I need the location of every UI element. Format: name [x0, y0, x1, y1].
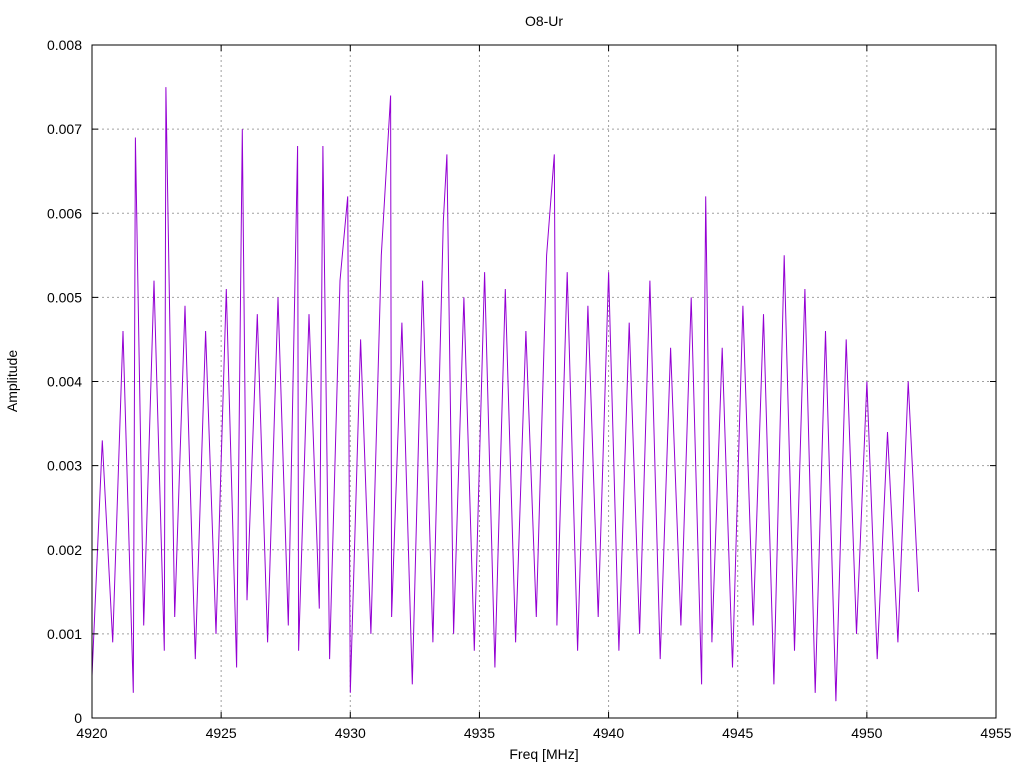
x-tick-label: 4940	[593, 725, 624, 741]
grid-lines	[92, 45, 996, 718]
x-tick-label: 4955	[980, 725, 1011, 741]
x-tick-label: 4945	[722, 725, 753, 741]
y-tick-label: 0.001	[47, 626, 82, 642]
y-tick-label: 0.003	[47, 458, 82, 474]
y-tick-label: 0.008	[47, 37, 82, 53]
y-axis-label: Amplitude	[4, 350, 20, 412]
y-tick-label: 0.005	[47, 289, 82, 305]
x-tick-label: 4930	[335, 725, 366, 741]
x-tick-label: 4920	[76, 725, 107, 741]
y-tick-label: 0.006	[47, 205, 82, 221]
series-line	[91, 87, 919, 702]
series-layer	[91, 87, 919, 702]
x-tick-label: 4935	[464, 725, 495, 741]
y-tick-labels: 0 0.001 0.002 0.003 0.004 0.005 0.006 0.007 0.00…	[47, 37, 82, 726]
x-tick-label: 4925	[206, 725, 237, 741]
x-axis-label: Freq [MHz]	[509, 746, 578, 762]
y-tick-label: 0.004	[47, 374, 82, 390]
x-tick-labels: 4920 4925 4930 4935 4940 4945 4950 4955	[76, 725, 1011, 741]
axis-ticks	[91, 44, 997, 719]
x-tick-label: 4950	[851, 725, 882, 741]
y-tick-label: 0	[74, 710, 82, 726]
y-tick-label: 0.007	[47, 121, 82, 137]
y-tick-label: 0.002	[47, 542, 82, 558]
chart-title: O8-Ur	[525, 13, 563, 29]
